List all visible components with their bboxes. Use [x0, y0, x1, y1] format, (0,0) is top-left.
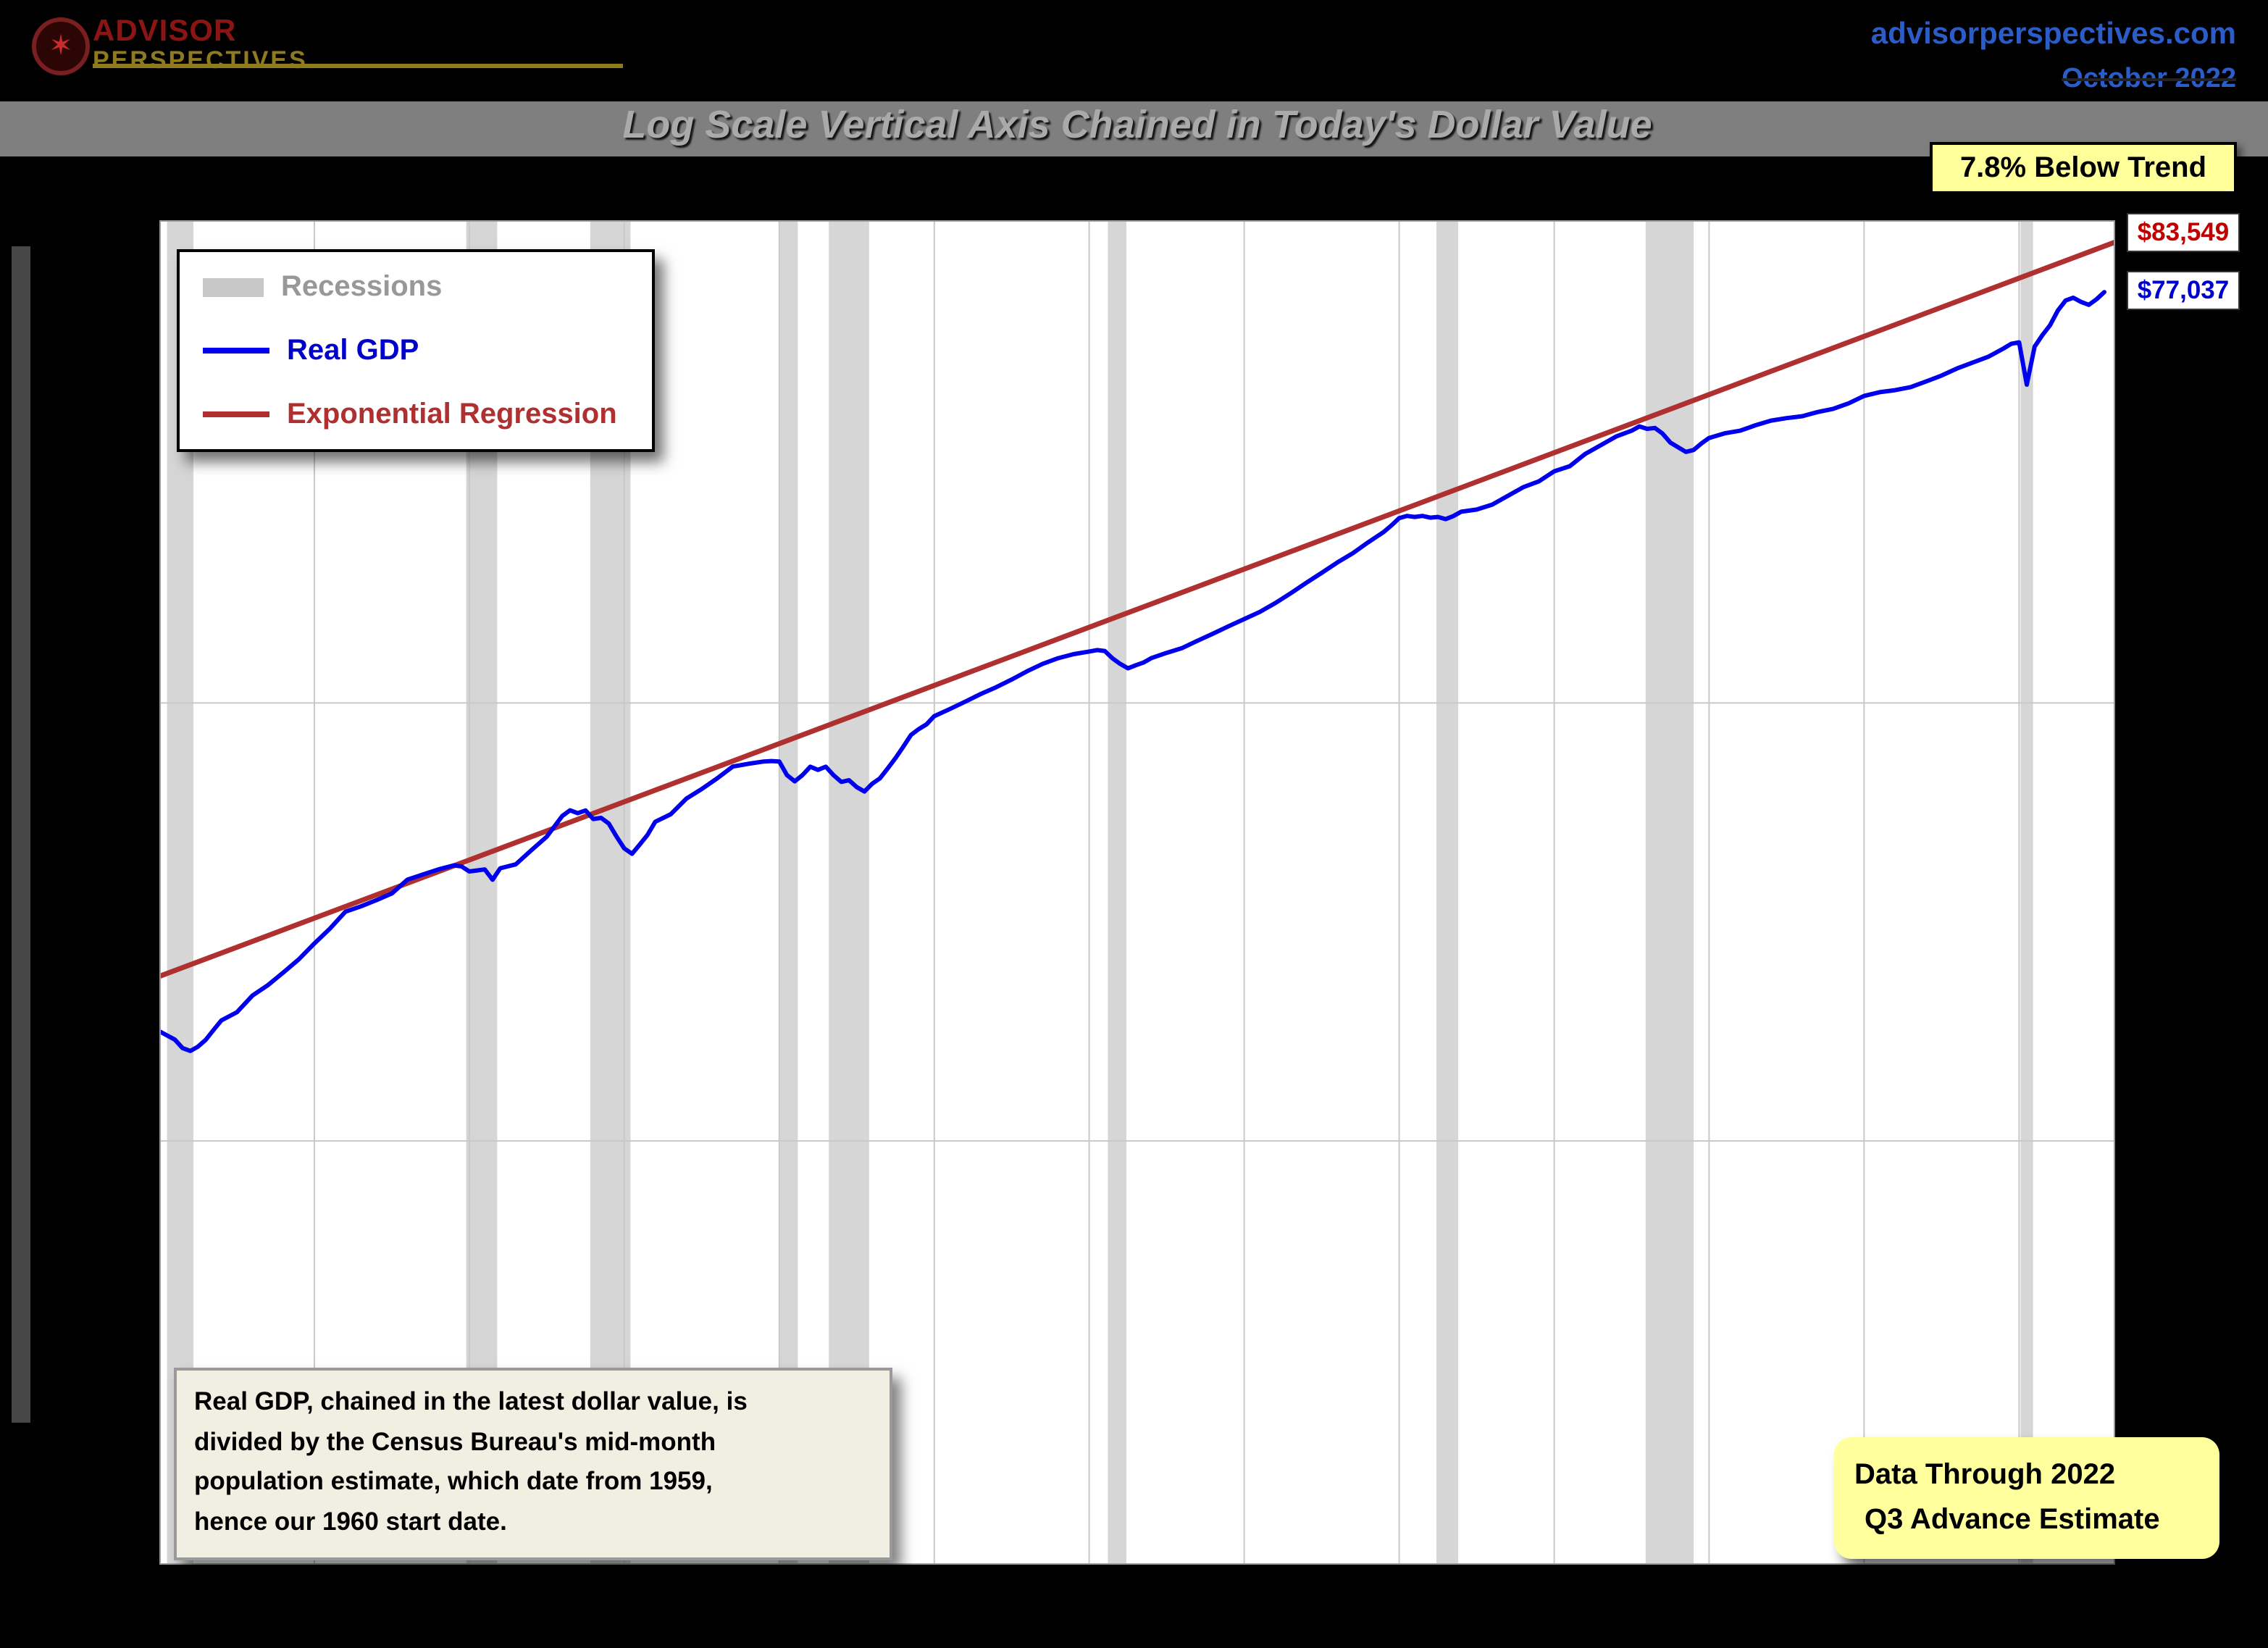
legend-label-regression: Exponential Regression [287, 398, 617, 430]
legend-item-real-gdp: Real GDP [180, 319, 652, 382]
logo-underline [93, 64, 623, 67]
series-exponential-regression [156, 239, 2118, 979]
below-trend-badge: 7.8% Below Trend [1930, 142, 2237, 194]
regression-end-value-label: $83,549 [2127, 213, 2240, 252]
title-band [0, 101, 2268, 156]
legend-label-real-gdp: Real GDP [287, 334, 419, 366]
recession-band [2020, 220, 2033, 1565]
legend-label-recessions: Recessions [281, 270, 443, 302]
note-line: Real GDP, chained in the latest dollar v… [194, 1386, 748, 1415]
data-through-line1: Data Through 2022 [1854, 1459, 2116, 1491]
legend-item-recessions: Recessions [180, 255, 652, 319]
left-gray-strip [12, 246, 30, 1423]
plot-border [159, 220, 2115, 1565]
data-through-badge: Data Through 2022 Q3 Advance Estimate [1834, 1437, 2219, 1559]
site-url-link[interactable]: advisorperspectives.com [1870, 17, 2236, 51]
data-through-line2: Q3 Advance Estimate [1865, 1504, 2160, 1536]
gdp-end-value-label: $77,037 [2127, 271, 2240, 310]
note-line: divided by the Census Bureau's mid-month [194, 1426, 716, 1456]
logo-advisor-text: ADVISOR [93, 14, 237, 48]
maple-leaf-icon: ✶ [32, 17, 90, 75]
real-gdp-line-swatch [203, 348, 269, 354]
logo-perspectives-text: PERSPECTIVES [93, 46, 308, 74]
recession-band [1436, 220, 1458, 1565]
date-label: October 2022 [2062, 64, 2236, 94]
recessions-swatch [203, 277, 264, 296]
methodology-note: Real GDP, chained in the latest dollar v… [174, 1368, 892, 1560]
note-line: population estimate, which date from 195… [194, 1466, 713, 1496]
recession-band [829, 220, 869, 1565]
chart-subtitle: Log Scale Vertical Axis Chained in Today… [622, 103, 1652, 146]
recession-band [1645, 220, 1694, 1565]
recession-band [1108, 220, 1126, 1565]
legend: Recessions Real GDP Exponential Regressi… [177, 249, 655, 452]
note-line: hence our 1960 start date. [194, 1506, 507, 1536]
regression-line-swatch [203, 411, 269, 417]
series-real-gdp [157, 290, 2106, 1053]
recession-band [779, 220, 798, 1565]
legend-item-regression: Exponential Regression [180, 382, 652, 446]
